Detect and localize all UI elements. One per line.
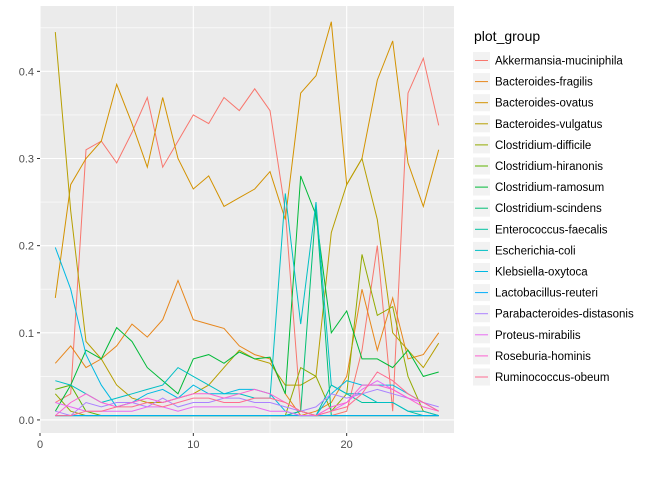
- legend-item: Clostridium-ramosum: [473, 178, 604, 196]
- legend-items: Akkermansia-muciniphila Bacteroides-fragi…: [473, 52, 634, 386]
- legend-item: Clostridium-hiranonis: [473, 157, 603, 175]
- legend-label: Klebsiella-oxytoca: [495, 267, 588, 279]
- legend-label: Clostridium-difficile: [495, 140, 591, 152]
- legend-item: Parabacteroides-distasonis: [473, 305, 634, 323]
- legend-item: Bacteroides-fragilis: [473, 73, 593, 91]
- series-line-proteus-mirabilis: [55, 380, 439, 417]
- legend-label: Enterococcus-faecalis: [495, 224, 608, 236]
- x-tick-label: 20: [341, 439, 353, 451]
- legend-item: Enterococcus-faecalis: [473, 220, 608, 238]
- legend-item: Clostridium-scindens: [473, 199, 602, 217]
- series-lines: [54, 21, 440, 417]
- legend-label: Clostridium-ramosum: [495, 182, 604, 194]
- legend-item: Clostridium-difficile: [473, 136, 591, 154]
- series-line-escherichia-coli: [55, 193, 439, 417]
- legend-item: Bacteroides-ovatus: [473, 94, 594, 112]
- y-tick-labels: 0.0 0.1 0.2 0.3 0.4: [19, 66, 34, 427]
- legend-item: Ruminococcus-obeum: [473, 368, 609, 386]
- legend-label: Proteus-mirabilis: [495, 330, 581, 342]
- legend-item: Akkermansia-muciniphila: [473, 52, 623, 69]
- x-tick-label: 0: [37, 439, 43, 451]
- y-tick-label: 0.3: [19, 154, 34, 166]
- series-line-bacteroides-fragilis: [54, 279, 440, 417]
- legend-item: Proteus-mirabilis: [473, 326, 581, 344]
- series-line-ruminococcus-obeum: [55, 371, 439, 417]
- legend-title: plot_group: [474, 28, 540, 44]
- legend-label: Escherichia-coli: [495, 245, 576, 257]
- legend-item: Klebsiella-oxytoca: [473, 263, 588, 280]
- y-tick-label: 0.4: [19, 66, 34, 78]
- plot-panel: [40, 6, 454, 433]
- series-line-clostridium-ramosum: [54, 175, 439, 412]
- legend-label: Parabacteroides-distasonis: [495, 309, 634, 321]
- y-tick-label: 0.2: [19, 241, 34, 253]
- series-line-roseburia-hominis: [54, 384, 439, 417]
- x-tick-labels: 0 10 20: [37, 439, 353, 451]
- series-line-bacteroides-vulgatus: [54, 32, 440, 403]
- series-line-bacteroides-ovatus: [54, 21, 440, 298]
- legend-item: Escherichia-coli: [473, 241, 576, 259]
- legend-label: Ruminococcus-obeum: [495, 372, 609, 384]
- legend-label: Lactobacillus-reuteri: [495, 288, 598, 300]
- legend-label: Bacteroides-vulgatus: [495, 119, 603, 131]
- legend-item: Lactobacillus-reuteri: [473, 284, 598, 302]
- y-tick-label: 0.0: [19, 415, 34, 427]
- minor-gridlines: [40, 6, 454, 433]
- y-tick-label: 0.1: [19, 328, 34, 340]
- legend-item: Bacteroides-vulgatus: [473, 115, 603, 133]
- legend-label: Roseburia-hominis: [495, 351, 591, 363]
- legend-label: Akkermansia-muciniphila: [495, 56, 623, 68]
- legend-label: Clostridium-scindens: [495, 203, 602, 215]
- legend: plot_group Akkermansia-muciniphila Bacter…: [473, 28, 634, 386]
- series-line-akkermansia-muciniphila: [55, 56, 440, 417]
- legend-label: Bacteroides-ovatus: [495, 98, 594, 110]
- legend-label: Clostridium-hiranonis: [495, 161, 603, 173]
- legend-label: Bacteroides-fragilis: [495, 77, 593, 89]
- axis-ticks: [37, 70, 348, 436]
- legend-item: Roseburia-hominis: [473, 347, 591, 365]
- x-tick-label: 10: [187, 439, 199, 451]
